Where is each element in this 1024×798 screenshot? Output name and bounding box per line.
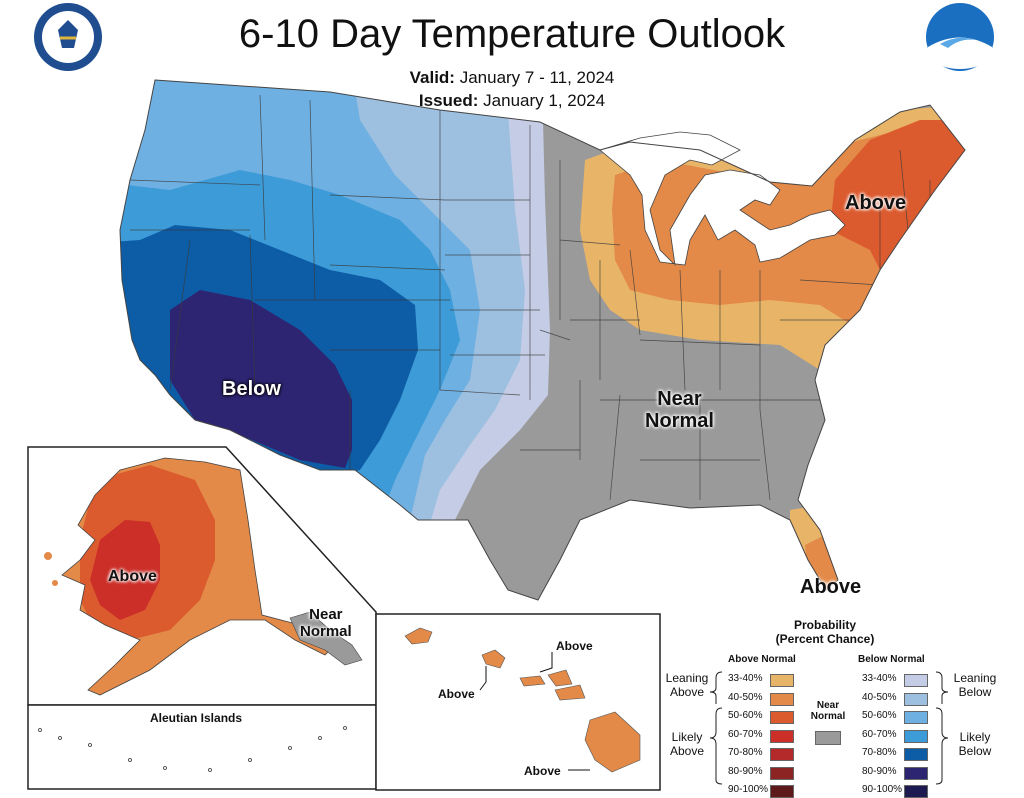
department-of-commerce-seal-icon [34,3,102,71]
legend-below-swatch [904,766,928,780]
noaa-logo-icon [926,3,994,71]
issued-label: Issued: [418,91,479,110]
legend-below-swatch [904,692,928,706]
legend-above-swatch [770,766,794,780]
valid-value: January 7 - 11, 2024 [459,68,615,87]
legend-below-header: Below Normal [858,654,925,665]
legend-title: Probability (Percent Chance) [775,618,875,646]
label-hawaii-above-2: Above [438,687,475,701]
legend-near-normal-swatch [815,731,841,745]
issued-date: Issued: January 1, 2024 [0,91,1024,111]
legend-below-range-label: 33-40% [862,673,897,684]
legend-likely-above: Likely Above [669,730,705,758]
aleutian-islands-title: Aleutian Islands [150,711,243,725]
legend-below-range-label: 40-50% [862,691,897,703]
legend-above-range-label: 50-60% [728,710,763,721]
legend-above-swatch [770,729,794,743]
legend-above-range-label: 70-80% [728,747,763,758]
alaska-inset [27,446,377,790]
legend-below-swatch [904,729,928,743]
legend-below-range-label: 50-60% [862,710,897,721]
label-alaska-above: Above [108,568,157,585]
label-near-normal: Near Normal [645,388,714,432]
issued-value: January 1, 2024 [483,91,606,110]
legend-below-swatch [904,748,928,761]
legend-below-range-label: 70-80% [862,747,897,758]
legend-brace-below [935,671,949,785]
label-northeast-above: Above [845,192,907,214]
page-title: 6-10 Day Temperature Outlook [238,12,786,56]
label-florida-above: Above [800,576,862,598]
legend-brace-above [709,671,723,785]
legend-below-swatch [904,711,928,724]
legend-leaning-above: Leaning Above [665,671,709,699]
valid-label: Valid: [409,68,455,87]
label-hawaii-above-1: Above [556,639,593,653]
legend-above-range-label: 90-100% [728,784,769,795]
legend-leaning-below: Leaning Below [953,671,997,699]
label-hawaii-above-3: Above [524,764,561,778]
below-80-90-region [170,290,352,468]
label-alaska-near-normal: Near Normal [300,606,352,640]
legend-above-range-label: 33-40% [728,673,763,684]
legend-above-swatch [770,692,794,706]
legend-likely-below: Likely Below [958,730,992,758]
legend-below-range-label: 90-100% [862,784,903,795]
legend-below-swatch [904,674,928,687]
great-lakes [599,131,846,267]
legend-above-range-label: 40-50% [728,691,763,703]
legend-above-header: Above Normal [728,654,796,665]
legend-above-swatch [770,674,794,687]
legend-above-range-label: 60-70% [728,728,763,740]
legend-above-swatch [770,711,794,724]
legend-above-swatch [770,748,794,761]
legend-below-range-label: 60-70% [862,728,897,740]
legend-above-range-label: 80-90% [728,765,763,777]
legend-near-normal-label: Near Normal [810,700,846,722]
valid-dates: Valid: January 7 - 11, 2024 [0,68,1024,88]
legend-below-range-label: 80-90% [862,765,897,777]
hawaii-inset [375,613,661,791]
label-southwest-below: Below [222,378,281,400]
